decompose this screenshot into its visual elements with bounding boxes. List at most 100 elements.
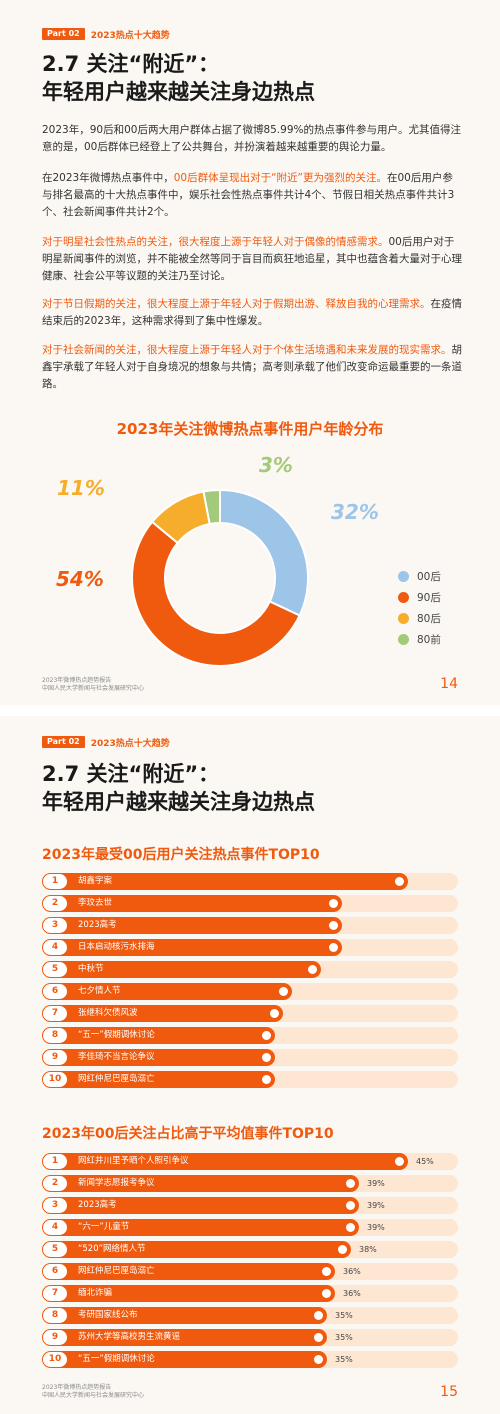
rank-bar [42,1175,359,1192]
rank-row: 5 “520”网络情人节 38% [42,1241,458,1258]
donut-slice-00hou [219,488,309,617]
rank-bar [42,1027,275,1044]
rank-value: 38% [359,1245,377,1254]
rank-label: 日本启动核污水排海 [78,942,155,952]
rank-number: 9 [43,1050,67,1065]
rank-bar-end-dot [395,1157,404,1166]
rank-label: “六一”儿童节 [78,1222,130,1232]
page-title: 2.7 关注“附近”： 年轻用户越来越关注身边热点 [42,50,315,106]
rank-bar [42,961,321,978]
section-label: 2023热点十大趋势 [90,30,170,41]
donut-chart-title: 2023年关注微博热点事件用户年龄分布 [116,420,384,438]
rank-number: 3 [43,918,67,933]
rank-row: 9 李佳琦不当言论争议 [42,1049,458,1066]
rank-label: 网红仲尼巴厘岛溺亡 [78,1266,155,1276]
rank-value: 35% [335,1311,353,1320]
rank-number: 10 [43,1352,67,1367]
rank-bar-end-dot [262,1075,271,1084]
rank-bar-end-dot [346,1223,355,1232]
rank-bar [42,1241,351,1258]
footer-source: 2023年微博热点趋势报告 中国人民大学新闻与社会发展研究中心 [42,677,144,693]
paragraph-4: 对于节日假期的关注，很大程度上源于年轻人对于假期出游、释放自我的心理需求。在疫情… [42,296,462,330]
rank-bar [42,1153,408,1170]
paragraph-2-body: 在00后用户参与排名最高的十大热点事件中，娱乐社会性热点事件共计4个、节假日相关… [42,172,455,218]
rank-value: 45% [416,1157,434,1166]
footer-organization: 中国人民大学新闻与社会发展研究中心 [42,685,145,692]
rank-bar-end-dot [314,1355,323,1364]
footer-report-name: 2023年微博热点趋势报告 [42,677,112,684]
report-page-14: Part 02 2023热点十大趋势 2.7 关注“附近”： 年轻用户越来越关注… [0,0,500,705]
rank-label: 胡鑫宇案 [78,876,113,886]
legend-item-80qian: 80前 [398,629,441,650]
rank-row: 4 日本启动核污水排海 [42,939,458,956]
rank-bar-end-dot [270,1009,279,1018]
donut-legend: 00后 90后 80后 80前 [398,566,441,650]
rank-row: 6 七夕情人节 [42,983,458,1000]
donut-slice-80qian [202,488,221,526]
rank-bar-end-dot [346,1201,355,1210]
rank-number: 5 [43,962,67,977]
paragraph-5-body: 胡鑫宇承载了年轻人对于自身境况的想象与共情；高考则承载了他们改变命运最重要的一条… [42,344,462,390]
rank-bar [42,1071,275,1088]
section-tag: Part 02 2023热点十大趋势 [42,736,170,749]
rank-row: 1 网红井川里予晒个人照引争议 45% [42,1153,458,1170]
rank-bar-end-dot [322,1289,331,1298]
report-page-15: Part 02 2023热点十大趋势 2.7 关注“附近”： 年轻用户越来越关注… [0,716,500,1414]
rank-value: 35% [335,1333,353,1342]
ranking-1-title: 2023年最受00后用户关注热点事件TOP10 [42,847,320,863]
rank-bar-end-dot [346,1179,355,1188]
page-gap [0,705,500,716]
paragraph-2: 在2023年微博热点事件中，00后群体呈现出对于“附近”更为强烈的关注。在00后… [42,170,462,221]
rank-bar [42,983,292,1000]
rank-bar-end-dot [308,965,317,974]
legend-item-00hou: 00后 [398,566,441,587]
footer-source: 2023年微博热点趋势报告 中国人民大学新闻与社会发展研究中心 [42,1384,144,1400]
page-title-line1: 2.7 关注“附近”： [42,762,220,786]
rank-row: 7 缅北诈骗 36% [42,1285,458,1302]
rank-label: 张继科欠债风波 [78,1008,138,1018]
page-title: 2.7 关注“附近”： 年轻用户越来越关注身边热点 [42,760,315,816]
rank-number: 8 [43,1028,67,1043]
rank-bar-end-dot [322,1267,331,1276]
rank-bar-end-dot [338,1245,347,1254]
legend-swatch [398,613,409,624]
rank-number: 4 [43,940,67,955]
rank-label: 李佳琦不当言论争议 [78,1052,155,1062]
rank-value: 35% [335,1355,353,1364]
rank-bar-end-dot [314,1333,323,1342]
rank-bar [42,1329,327,1346]
ranking-2-title: 2023年00后关注占比高于平均值事件TOP10 [42,1126,334,1142]
rank-label: 2023高考 [78,1200,117,1210]
rank-value: 39% [367,1201,385,1210]
rank-value: 36% [343,1267,361,1276]
rank-bar [42,873,408,890]
rank-number: 6 [43,984,67,999]
rank-number: 10 [43,1072,67,1087]
paragraph-1: 2023年，90后和00后两大用户群体占据了微博85.99%的热点事件参与用户。… [42,124,461,153]
rank-bar [42,1049,275,1066]
rank-bar [42,1005,283,1022]
page-title-line1: 2.7 关注“附近”： [42,52,220,76]
rank-row: 3 2023高考 [42,917,458,934]
rank-label: 中秋节 [78,964,104,974]
rank-number: 7 [43,1286,67,1301]
section-label: 2023热点十大趋势 [90,738,170,749]
rank-bar [42,895,342,912]
footer-report-name: 2023年微博热点趋势报告 [42,1384,112,1391]
footer-organization: 中国人民大学新闻与社会发展研究中心 [42,1392,145,1399]
rank-bar [42,1285,335,1302]
rank-label: 缅北诈骗 [78,1288,113,1298]
rank-bar [42,917,342,934]
rank-bar [42,1197,359,1214]
rank-number: 8 [43,1308,67,1323]
paragraph-4-highlight: 对于节日假期的关注，很大程度上源于年轻人对于假期出游、释放自我的心理需求。 [42,298,431,310]
donut-label-00hou: 32% [331,500,379,524]
legend-label: 80后 [417,613,441,625]
rank-row: 4 “六一”儿童节 39% [42,1219,458,1236]
rank-label: “五一”假期调休讨论 [78,1354,155,1364]
rank-row: 6 网红仲尼巴厘岛溺亡 36% [42,1263,458,1280]
paragraph-5: 对于社会新闻的关注，很大程度上源于年轻人对于个体生活境遇和未来发展的现实需求。胡… [42,342,462,393]
rank-bar-end-dot [329,921,338,930]
rank-row: 1 胡鑫宇案 [42,873,458,890]
rank-label: 网红仲尼巴厘岛溺亡 [78,1074,155,1084]
